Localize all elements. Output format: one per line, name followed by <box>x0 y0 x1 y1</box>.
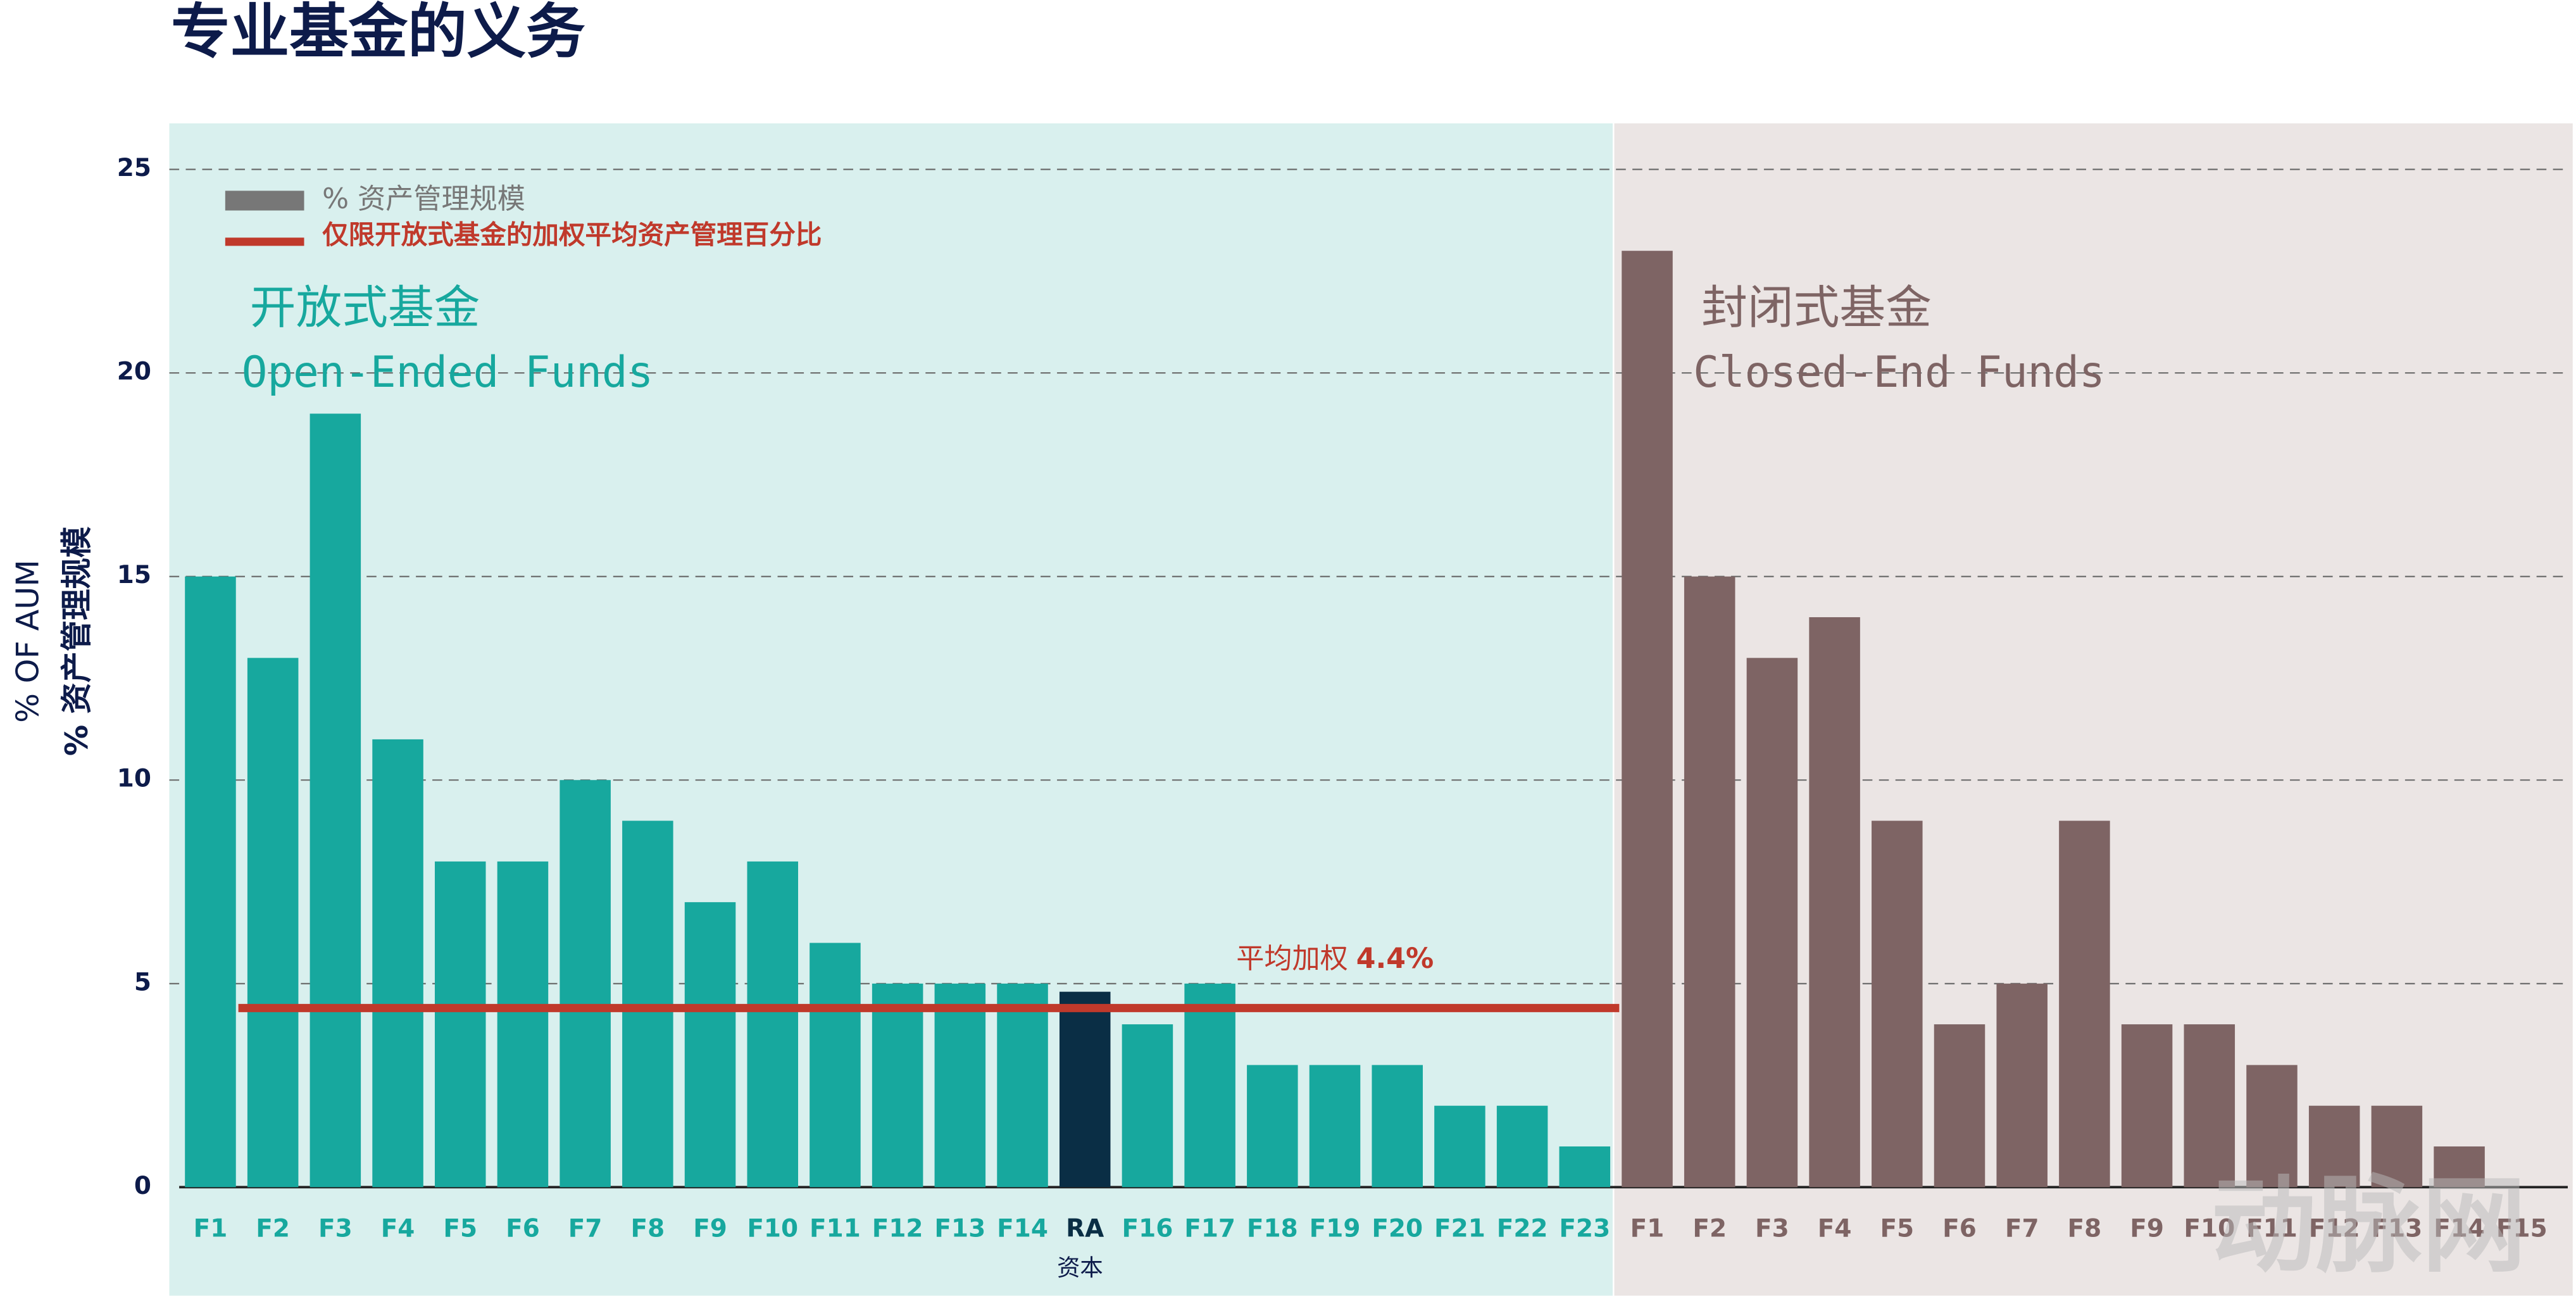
watermark: 动脉网 <box>2211 1165 2527 1287</box>
bar <box>1559 1146 1611 1188</box>
group-title: 开放式基金 <box>250 281 480 335</box>
x-tick-label: F11 <box>810 1214 861 1243</box>
x-tick-label: F9 <box>2130 1214 2164 1243</box>
x-tick-label: F3 <box>318 1214 353 1243</box>
bar <box>2121 1024 2173 1188</box>
legend-label: % 资产管理规模 <box>322 183 525 215</box>
y-tick-label: 5 <box>134 968 151 996</box>
x-tick-label: F19 <box>1310 1214 1361 1243</box>
bar <box>2434 1146 2485 1188</box>
x-tick-label: F10 <box>2184 1214 2235 1243</box>
group-title-en: Closed-End Funds <box>1693 347 2104 397</box>
x-tick-label: F4 <box>1818 1214 1852 1243</box>
x-tick-label: F20 <box>1372 1214 1423 1243</box>
bar <box>1372 1065 1423 1188</box>
x-tick-label: F11 <box>2246 1214 2298 1243</box>
x-tick-label: F7 <box>568 1214 603 1243</box>
bar <box>247 658 299 1188</box>
x-tick-label: F10 <box>747 1214 798 1243</box>
x-tick-label: F14 <box>997 1214 1048 1243</box>
x-tick-label: F6 <box>506 1214 540 1243</box>
bar <box>684 902 736 1188</box>
bar <box>1872 820 1923 1188</box>
bar <box>497 861 549 1188</box>
x-tick-label: F18 <box>1247 1214 1298 1243</box>
bar <box>1059 991 1111 1188</box>
bar <box>434 861 486 1188</box>
y-tick-label: 15 <box>117 561 151 589</box>
x-tick-label: F4 <box>381 1214 415 1243</box>
x-tick-label: F8 <box>2068 1214 2102 1243</box>
x-tick-label: F2 <box>256 1214 290 1243</box>
bar <box>1309 1065 1361 1188</box>
x-tick-label: F3 <box>1755 1214 1789 1243</box>
x-tick-label: F2 <box>1692 1214 1727 1243</box>
bar <box>2371 1105 2423 1188</box>
bar <box>2308 1105 2360 1188</box>
x-tick-label: F21 <box>1434 1214 1485 1243</box>
y-tick-label: 0 <box>134 1172 151 1200</box>
x-axis-label: 资本 <box>1057 1254 1103 1281</box>
bar <box>1684 576 1735 1188</box>
x-tick-label: F22 <box>1497 1214 1548 1243</box>
y-tick-label: 25 <box>117 154 151 182</box>
x-tick-label: F15 <box>2496 1214 2548 1243</box>
y-tick-label: 10 <box>117 765 151 793</box>
bar <box>309 413 361 1188</box>
x-tick-label: F16 <box>1122 1214 1173 1243</box>
bar <box>2246 1065 2298 1188</box>
average-value-label: 4.4% <box>1356 943 1434 975</box>
bar <box>1746 658 1798 1188</box>
bar <box>1184 983 1235 1188</box>
y-tick-label: 20 <box>117 358 151 386</box>
bar <box>747 861 798 1188</box>
x-tick-label: F12 <box>872 1214 923 1243</box>
x-tick-label: F12 <box>2309 1214 2360 1243</box>
bar <box>1496 1105 1548 1188</box>
bar <box>1434 1105 1485 1188</box>
y-axis-label: % OF AUM <box>9 560 46 723</box>
x-tick-label: F1 <box>194 1214 228 1243</box>
bar <box>1622 251 1673 1188</box>
group-title-en: Open-Ended Funds <box>242 347 653 397</box>
legend-label: 仅限开放式基金的加权平均资产管理百分比 <box>322 219 822 250</box>
x-tick-label: F1 <box>1630 1214 1665 1243</box>
bar <box>1809 617 1860 1188</box>
bar <box>372 739 423 1188</box>
x-tick-label: F14 <box>2434 1214 2485 1243</box>
bar <box>1122 1024 1173 1188</box>
x-tick-label: F5 <box>443 1214 477 1243</box>
bar <box>2184 1024 2235 1188</box>
y-axis-label: % 资产管理规模 <box>58 526 95 756</box>
bar <box>934 983 986 1188</box>
x-tick-label: F17 <box>1184 1214 1235 1243</box>
bar <box>810 943 861 1188</box>
x-tick-label: RA <box>1066 1214 1104 1243</box>
bar <box>1996 983 2048 1188</box>
group-title: 封闭式基金 <box>1701 281 1932 335</box>
chart-title: 专业基金的义务 <box>171 0 585 67</box>
bar <box>185 576 236 1188</box>
bar <box>872 983 923 1188</box>
bar <box>1934 1024 1985 1188</box>
x-tick-label: F9 <box>693 1214 727 1243</box>
x-tick-label: F6 <box>1942 1214 1977 1243</box>
average-label: 平均加权 <box>1236 943 1348 975</box>
x-tick-label: F13 <box>2371 1214 2422 1243</box>
x-tick-label: F23 <box>1559 1214 1610 1243</box>
legend-swatch <box>225 191 304 211</box>
bar <box>997 983 1048 1188</box>
bar <box>2059 820 2110 1188</box>
x-tick-label: F8 <box>630 1214 665 1243</box>
x-tick-label: F7 <box>2005 1214 2039 1243</box>
bar <box>560 780 611 1188</box>
x-tick-label: F5 <box>1880 1214 1914 1243</box>
x-tick-label: F13 <box>934 1214 985 1243</box>
bar <box>1247 1065 1298 1188</box>
